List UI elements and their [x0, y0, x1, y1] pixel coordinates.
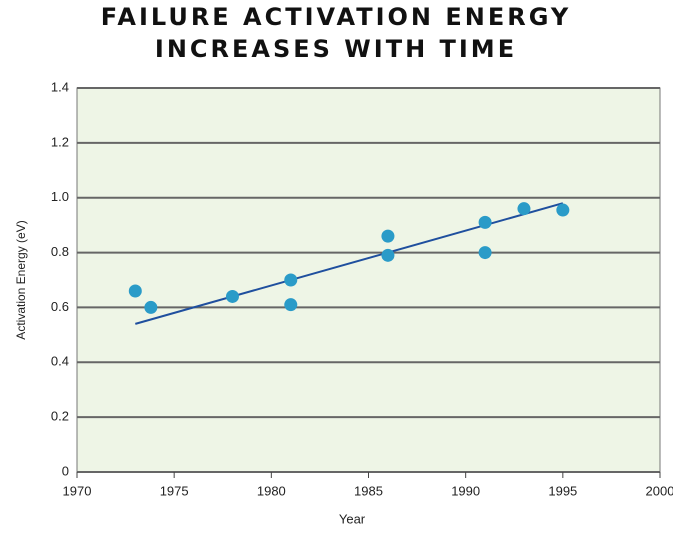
y-tick-label: 1.4	[51, 79, 69, 94]
x-tick-label: 1970	[63, 483, 92, 498]
x-tick-label: 1980	[257, 483, 286, 498]
point	[556, 203, 570, 217]
point	[284, 273, 298, 287]
plot-area	[76, 87, 661, 473]
x-tick-label: 1990	[451, 483, 480, 498]
point	[128, 284, 142, 298]
x-tick-label: 2000	[646, 483, 673, 498]
point	[517, 202, 531, 216]
point	[381, 248, 395, 262]
y-tick-label: 1.0	[51, 189, 69, 204]
y-tick-label: 1.2	[51, 134, 69, 149]
point	[478, 246, 492, 260]
point	[225, 289, 239, 303]
y-tick-label: 0.2	[51, 409, 69, 424]
y-tick-label: 0.4	[51, 354, 69, 369]
point	[478, 215, 492, 229]
point	[284, 298, 298, 312]
y-tick-label: 0.6	[51, 299, 69, 314]
chart-title: FAILURE ACTIVATION ENERGY	[101, 3, 572, 31]
x-tick-label: 1975	[160, 483, 189, 498]
point	[381, 229, 395, 243]
y-tick-label: 0.8	[51, 244, 69, 259]
x-tick-label: 1985	[354, 483, 383, 498]
x-tick-label: 1995	[548, 483, 577, 498]
y-axis-label: Activation Energy (eV)	[14, 220, 28, 339]
point	[144, 300, 158, 314]
x-axis-label: Year	[339, 511, 366, 526]
trend-line	[135, 202, 564, 325]
chart-title: INCREASES WITH TIME	[155, 35, 517, 63]
y-tick-label: 0	[62, 463, 69, 478]
